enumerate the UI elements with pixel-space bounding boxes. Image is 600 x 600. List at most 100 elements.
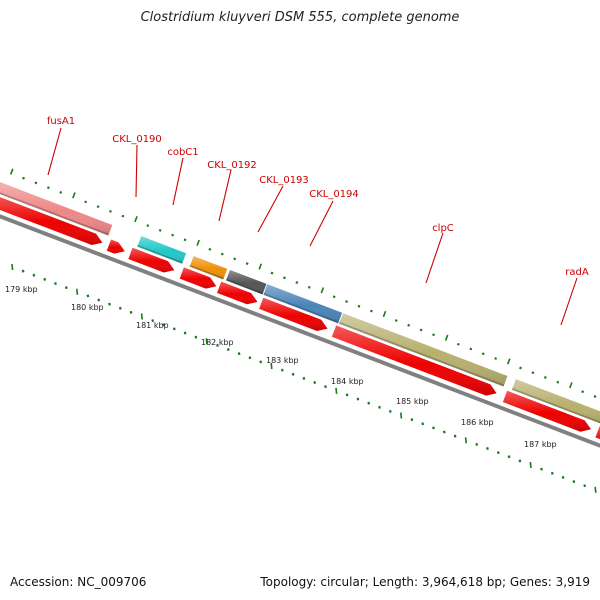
top-tick <box>320 287 325 294</box>
ruler-tick <box>432 426 435 430</box>
accession-text: Accession: NC_009706 <box>10 575 147 589</box>
gene-label-radA: radA <box>565 267 589 278</box>
ruler-tick <box>11 263 14 271</box>
ruler-tick <box>54 282 57 285</box>
ruler-tick <box>540 467 543 471</box>
ruler-tick <box>86 294 90 298</box>
gene-label-CKL_0192: CKL_0192 <box>207 160 257 171</box>
leader-line <box>47 127 62 176</box>
ruler-label: 184 kbp <box>331 377 364 386</box>
ruler-tick <box>32 273 36 277</box>
ruler-label: 186 kbp <box>461 418 494 427</box>
ruler-tick <box>572 480 576 483</box>
top-tick <box>407 323 411 327</box>
ruler-tick <box>335 387 338 394</box>
ruler-tick <box>518 459 522 463</box>
cds-arrow-shine <box>0 197 103 245</box>
ruler-tick <box>313 381 317 384</box>
top-tick <box>245 262 249 266</box>
top-tick <box>46 186 50 190</box>
leader-line <box>560 277 578 326</box>
top-tick <box>183 238 187 242</box>
ruler-tick <box>118 306 122 310</box>
top-tick <box>59 190 63 194</box>
top-tick <box>96 205 100 209</box>
cds-arrow-shine <box>128 247 175 273</box>
cds-arrow-shine <box>106 239 125 254</box>
ruler-tick <box>43 277 47 281</box>
ruler-tick <box>561 475 565 479</box>
top-tick <box>569 382 573 389</box>
top-tick <box>196 239 200 246</box>
gene-bar-shine <box>226 270 267 295</box>
top-tick <box>357 304 361 308</box>
ruler-tick <box>21 269 25 273</box>
top-tick <box>581 390 585 394</box>
leader-line <box>218 169 232 222</box>
ruler-tick <box>324 385 327 389</box>
ruler-tick <box>129 310 133 314</box>
ruler-tick <box>280 368 284 372</box>
ruler-tick <box>421 422 425 426</box>
top-tick <box>171 233 175 237</box>
gene-bar-shine <box>0 182 113 236</box>
top-tick <box>72 192 76 199</box>
top-tick <box>345 300 348 303</box>
top-tick <box>456 342 460 346</box>
gene-bar-edge <box>263 293 339 324</box>
gene-bar-edge <box>0 192 109 236</box>
gene-bar-edge <box>339 322 505 387</box>
ruler-tick <box>345 393 349 397</box>
gene-label-CKL_0190: CKL_0190 <box>112 134 162 145</box>
ruler-tick <box>205 338 208 345</box>
gene-bar-shine <box>512 379 600 424</box>
top-tick <box>369 309 373 313</box>
top-tick <box>432 333 435 337</box>
top-tick <box>158 228 162 232</box>
gene-bar-edge <box>511 388 600 424</box>
leader-line <box>257 185 284 233</box>
gene-bar-edge <box>137 245 183 264</box>
cds-arrow-shine <box>179 267 217 289</box>
top-tick <box>270 271 274 275</box>
top-tick <box>121 214 125 218</box>
leader-line <box>425 232 444 284</box>
ruler-tick <box>248 356 252 360</box>
leader-line <box>172 157 184 206</box>
genome-title: Clostridium kluyveri DSM 555, complete g… <box>140 10 460 25</box>
ruler-tick <box>270 362 273 370</box>
ruler-label: 187 kbp <box>524 440 557 449</box>
ruler-tick <box>108 302 111 306</box>
ruler-tick <box>64 286 68 290</box>
top-tick <box>481 352 485 356</box>
ruler-tick <box>475 442 479 446</box>
top-tick <box>382 310 387 318</box>
top-tick <box>307 285 311 289</box>
ruler-tick <box>162 323 165 327</box>
ruler-label: 179 kbp <box>5 285 38 294</box>
top-tick <box>258 263 263 270</box>
cds-arrow-shine <box>595 426 600 440</box>
ruler-tick <box>550 471 554 475</box>
top-tick <box>295 281 299 284</box>
cds-arrow-shine <box>502 390 591 432</box>
cds-arrow-shine <box>217 281 258 305</box>
gene-bar-shine <box>263 284 343 324</box>
top-tick <box>469 347 473 351</box>
ruler-tick <box>194 335 198 339</box>
top-tick <box>444 334 449 341</box>
ruler-tick <box>172 327 176 331</box>
ruler-tick <box>76 288 79 295</box>
gene-label-CKL_0193: CKL_0193 <box>259 175 309 186</box>
ruler-tick <box>464 437 467 444</box>
ruler-tick <box>496 451 500 455</box>
top-tick <box>494 357 498 360</box>
cds-arrow-shine <box>259 297 328 331</box>
gene-bar-shine <box>189 256 228 280</box>
top-tick <box>543 376 547 379</box>
ruler-label: 182 kbp <box>201 338 234 347</box>
top-tick <box>506 358 511 365</box>
top-tick <box>556 380 560 384</box>
